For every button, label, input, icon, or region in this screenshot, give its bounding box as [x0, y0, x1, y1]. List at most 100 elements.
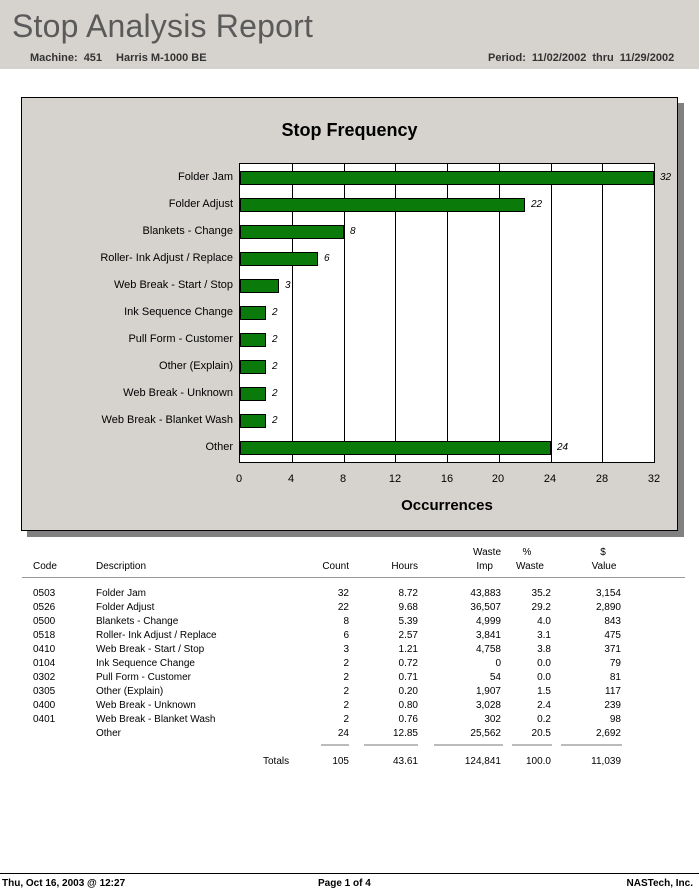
cell-waste: 4,758: [475, 644, 501, 655]
table-row: 0401 Web Break - Blanket Wash 2 0.76 302 0.2 9…: [0, 714, 699, 728]
cell-count: 2: [343, 700, 349, 711]
cell-count: 2: [343, 672, 349, 683]
chart-gridline: [551, 164, 552, 462]
period-separator: thru: [592, 52, 614, 64]
chart-data-label: 24: [557, 442, 569, 453]
cell-count: 22: [337, 602, 349, 613]
chart-bar: [240, 360, 266, 374]
cell-hours: 9.68: [398, 602, 418, 613]
header-waste-bottom: Imp: [476, 561, 493, 572]
chart-bar: [240, 414, 266, 428]
cell-pct-waste: 35.2: [531, 588, 551, 599]
cell-count: 2: [343, 714, 349, 725]
chart-category-label: Folder Adjust: [168, 198, 233, 210]
cell-value: 843: [604, 616, 621, 627]
header-description: Description: [96, 561, 147, 572]
cell-code: 0503: [33, 588, 56, 599]
cell-value: 81: [609, 672, 621, 683]
cell-code: 0302: [33, 672, 56, 683]
cell-waste: 3,028: [475, 700, 501, 711]
chart-bar: [240, 387, 266, 401]
company-name: NASTech, Inc.: [626, 878, 694, 889]
chart-gridline: [499, 164, 500, 462]
machine-name: Harris M-1000 BE: [116, 52, 207, 64]
chart-x-tick: 0: [235, 473, 243, 485]
chart-data-label: 2: [272, 415, 278, 426]
chart-data-label: 2: [272, 388, 278, 399]
period-label: Period:: [488, 52, 526, 64]
cell-value: 371: [604, 644, 621, 655]
cell-value: 239: [604, 700, 621, 711]
cell-value: 79: [609, 658, 621, 669]
chart-x-tick: 12: [388, 473, 402, 485]
chart-title: Stop Frequency: [281, 120, 418, 140]
chart-category-label: Other (Explain): [159, 360, 233, 372]
chart-category-label: Web Break - Unknown: [123, 387, 233, 399]
chart-data-label: 2: [272, 361, 278, 372]
chart-x-tick: 28: [595, 473, 609, 485]
totals-value: 11,039: [591, 756, 621, 767]
cell-description: Folder Adjust: [96, 602, 155, 613]
cell-hours: 0.71: [398, 672, 418, 683]
cell-waste: 0: [495, 658, 501, 669]
cell-description: Folder Jam: [96, 588, 147, 599]
table-row: 0305 Other (Explain) 2 0.20 1,907 1.5 117: [0, 686, 699, 700]
table-row: 0526 Folder Adjust 22 9.68 36,507 29.2 2,890: [0, 602, 699, 616]
chart-category-label: Ink Sequence Change: [124, 306, 233, 318]
cell-waste: 4,999: [475, 616, 501, 627]
table-row: Other 24 12.85 25,562 20.5 2,692: [0, 728, 699, 742]
cell-pct-waste: 2.4: [537, 700, 551, 711]
chart-x-tick: 24: [543, 473, 557, 485]
chart-bar: [240, 171, 654, 185]
chart-data-label: 3: [285, 280, 291, 291]
chart-category-label: Folder Jam: [177, 171, 233, 183]
chart-bar: [240, 279, 279, 293]
chart-gridline: [447, 164, 448, 462]
cell-count: 32: [337, 588, 349, 599]
table-row: 0410 Web Break - Start / Stop 3 1.21 4,758 3.…: [0, 644, 699, 658]
cell-hours: 12.85: [392, 728, 418, 739]
chart-plot-area: 32 22 8 6 3 2 2 2 2 2 24: [239, 163, 671, 463]
cell-count: 24: [337, 728, 349, 739]
chart-bar: [240, 225, 344, 239]
cell-description: Roller- Ink Adjust / Replace: [96, 630, 217, 641]
chart-gridline: [602, 164, 603, 462]
header-pct-top: %: [522, 547, 532, 558]
chart-category-label: Web Break - Start / Stop: [113, 279, 233, 291]
chart-x-axis-label: Occurrences: [401, 497, 493, 514]
chart-gridline: [292, 164, 293, 462]
cell-description: Web Break - Blanket Wash: [96, 714, 216, 725]
cell-pct-waste: 0.0: [537, 658, 551, 669]
chart-x-tick: 16: [440, 473, 454, 485]
cell-hours: 2.57: [398, 630, 418, 641]
chart-data-label: 6: [324, 253, 330, 264]
cell-code: 0401: [33, 714, 56, 725]
cell-pct-waste: 3.1: [537, 630, 551, 641]
print-timestamp: Thu, Oct 16, 2003 @ 12:27: [2, 878, 126, 889]
cell-pct-waste: 4.0: [537, 616, 551, 627]
footer-divider: [0, 873, 699, 874]
cell-hours: 0.72: [398, 658, 418, 669]
header-waste-top: Waste: [473, 547, 501, 558]
totals-row: Totals 105 43.61 124,841 100.0 11,039: [0, 756, 699, 770]
chart-bar: [240, 252, 318, 266]
totals-pct: 100.0: [525, 756, 551, 767]
chart-gridline: [344, 164, 345, 462]
chart-data-label: 22: [531, 199, 543, 210]
cell-pct-waste: 0.0: [537, 672, 551, 683]
cell-hours: 5.39: [398, 616, 418, 627]
totals-hours: 43.61: [392, 756, 418, 767]
chart-category-label: Roller- Ink Adjust / Replace: [100, 252, 233, 264]
table-row: 0500 Blankets - Change 8 5.39 4,999 4.0 843: [0, 616, 699, 630]
chart-category-label: Web Break - Blanket Wash: [101, 414, 233, 426]
sum-line-hours: [364, 744, 418, 746]
sum-line-waste: [434, 744, 503, 746]
cell-pct-waste: 0.2: [537, 714, 551, 725]
machine-number: 451: [83, 52, 103, 64]
chart-data-label: 8: [350, 226, 356, 237]
table-row: 0302 Pull Form - Customer 2 0.71 54 0.0 81: [0, 672, 699, 686]
header-hours: Hours: [391, 561, 418, 572]
cell-pct-waste: 20.5: [531, 728, 551, 739]
cell-waste: 54: [489, 672, 501, 683]
cell-waste: 1,907: [475, 686, 501, 697]
